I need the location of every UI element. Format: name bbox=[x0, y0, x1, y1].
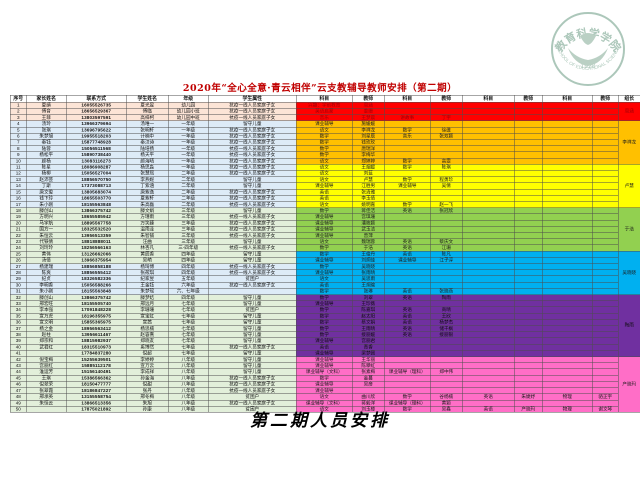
cell: 骆正宇 bbox=[592, 393, 619, 401]
table-row: 44 淮运芳 15156140491 李成祥 八年级 留守儿童 课业辅导（文科） 张素梅 课业辅… bbox=[10, 368, 640, 376]
seal-hands-emblem bbox=[568, 33, 608, 66]
column-header: 教师 bbox=[430, 95, 463, 103]
cell bbox=[592, 170, 619, 177]
table-row: 9 杨松平 15890738440 杨天平 一年级 抗疫一线人员家庭子女 数学 李梅华 bbox=[10, 151, 640, 159]
cell bbox=[592, 244, 619, 252]
cell bbox=[592, 182, 619, 190]
group-leader-cell: 陶雨 bbox=[618, 294, 640, 357]
cell bbox=[592, 133, 619, 140]
column-header: 科目 bbox=[384, 95, 431, 103]
cell bbox=[592, 232, 619, 239]
group-leader-cell: 产晓玛 bbox=[618, 356, 640, 413]
school-seal-logo: 教育科学学院 SCHOOL OF EDUCATIONAL SCIENCE 192… bbox=[551, 12, 625, 86]
table-row: 10 颜杨 13083116273 颜海晴 一年级 抗疫一线人员家庭子女 语文 郑婷婷 数学 高雯 bbox=[10, 157, 640, 165]
cell bbox=[592, 213, 619, 221]
table-row: 19 方明兴 18655585942 方瑾雨 三年级 抗疫一线人员家庭子女 课业辅导 宫琪珊 bbox=[10, 213, 640, 221]
column-header: 教师 bbox=[352, 95, 385, 103]
group-leader-cell: 于浩 bbox=[618, 207, 640, 252]
cell: 课业辅导（理科） bbox=[384, 368, 431, 376]
table-row: 5 张琪 13696795622 张明轩 一年级 抗疫一线人员家庭子女 语文 李祥龙 数学 徐维 bbox=[10, 126, 640, 134]
cell bbox=[592, 151, 619, 159]
table-row: 27 杨建瑞 18856858188 杨琦博 四年级 抗疫一线人员家庭子女 数学 吴晓晓 bbox=[10, 263, 640, 270]
column-header: 科目 bbox=[542, 95, 593, 103]
table-row: 17 朱小刚 18155563848 朱高磊 二年级 抗疫一线人员家庭子女 语文 姚明嘉 数学赵… bbox=[10, 201, 640, 208]
schedule-table: 序号 家长姓名 联系方式 学生姓名 年级 学生属性 科目 教师 科目 教师 科目 教师 科目 教师 组长 1… bbox=[10, 95, 640, 413]
cell bbox=[592, 188, 619, 196]
table-row: 30 李明香 15056588266 王金钰 六年级 抗疫一线人员家庭子女 英语 王烔瑜 bbox=[10, 281, 640, 289]
column-header: 教师 bbox=[592, 95, 619, 103]
cell bbox=[592, 139, 619, 146]
column-header: 年级 bbox=[168, 95, 209, 103]
column-header: 学生姓名 bbox=[126, 95, 169, 103]
group-leader-cell: 周涵 bbox=[618, 101, 640, 122]
group-leader-cell: 吴晓晓 bbox=[618, 250, 640, 295]
group-leader-cell: 卢慧 bbox=[618, 164, 640, 208]
table-row: 12 杨柳 15056527004 张慧熙 二年级 抗疫一线人员家庭子女 语文 刘蓝 bbox=[10, 170, 640, 177]
table-row: 25 黄伟 13126662066 黄辰香 四年级 留守儿童 数学 王俊丹 英语 陈凡 吴晓晓 bbox=[10, 250, 640, 295]
cell bbox=[592, 238, 619, 246]
table-row: 15 唐文俊 13805683074 唐紫逸 二年级 抗疫一线人员家庭子女 英语 张清雅 bbox=[10, 188, 640, 196]
column-header: 教师 bbox=[514, 95, 543, 103]
column-header: 序号 bbox=[10, 95, 27, 103]
table-row: 38 赵柱 13956611467 赵容熹 七年级 留守儿童 数学 接丽媛 英语 接丽银 bbox=[10, 331, 640, 339]
table-body: 1 夏缜 16055526735 夏光昱 幼儿园 抗疫一线人员家庭子女 兴趣：学前教育 周涵周… bbox=[10, 101, 640, 413]
table-row: 22 朱恒云 13956513359 朱智铺 三年级 抗疫一线人员家庭子女 课业辅导 曾萍 bbox=[10, 232, 640, 239]
cell bbox=[592, 126, 619, 134]
table-row: 14 丁斯 17373088713 丁紫涵 二年级 留守儿童 课业辅导 江胜男 课业辅导 吴倩 bbox=[10, 182, 640, 190]
column-header: 组长 bbox=[618, 95, 640, 103]
column-header: 联系方式 bbox=[66, 95, 127, 103]
cell: 谢文琴 bbox=[592, 405, 619, 413]
table-row: 33 邢宏旺 18155505740 邢远月 七年级 留守儿童 课业辅导 王珍薇 bbox=[10, 300, 640, 308]
table-row: 7 秦钰 15877748928 秦汉诗 一年级 抗疫一线人员家庭子女 数学 钱玫玫 bbox=[10, 139, 640, 146]
table-row: 6 朱梦旭 19955518203 计楠中 一年级 抗疫一线人员家庭子女 数学 刘星辰 音乐 张双… bbox=[10, 133, 640, 140]
cell bbox=[592, 201, 619, 208]
table-row: 24 刘玲玲 18256566163 林杏凡 三-四年级 抗疫一线人员家庭子女 数学 于浩 英语… bbox=[10, 244, 640, 252]
table-row: 50 17875021892 孙康 八年级 贫困户 语文 刘玉楼 数学 吴鑫 英语 产晓玛 物理 谢文琴 bbox=[10, 405, 640, 413]
table-row: 1 夏缜 16055526735 夏光昱 幼儿园 抗疫一线人员家庭子女 兴趣：学前教育 周涵周… bbox=[10, 101, 640, 122]
table-header-row: 序号 家长姓名 联系方式 学生姓名 年级 学生属性 科目 教师 科目 教师 科目 教师 科目 教师 组长 bbox=[10, 95, 640, 103]
table-row: 43 宫丽红 15885112178 宣万云 八年级 留守儿童 课业辅导 陈攀虹 bbox=[10, 362, 640, 370]
table-row: 4 汤玲 13966379694 汤唯一 一年级 留守儿童 课业辅导 施媛媛 李祥龙 bbox=[10, 120, 640, 165]
table-row: 41 17784837280 倪超 七年级 留守儿童 课业辅导 梁梦圆 bbox=[10, 350, 640, 357]
table-row: 23 代铁倩 18818888011 汪曲 三年级 留守儿童 语文 魏瑞蓉 英语 蔡庆文 bbox=[10, 238, 640, 246]
table-row: 2 傅音 18656529367 傅临 幼儿园小班 抗疫一线人员家庭子女 英语启蒙 姜姗 bbox=[10, 108, 640, 115]
table-row: 21 国方一 18325532520 温雨泽 三年级 抗疫一线人员家庭子女 课业辅导 武玉洁 bbox=[10, 226, 640, 233]
group-leader-cell: 李祥龙 bbox=[618, 120, 640, 165]
table-row: 20 马宇航 18895567758 万笑臻 三年级 抗疫一线人员家庭子女 课业辅导 潘筱颖 bbox=[10, 219, 640, 227]
cell bbox=[592, 195, 619, 202]
table-row: 45 王琪 15386566362 孙金海 八年级 抗疫一线人员家庭子女 数学 金蔓 bbox=[10, 374, 640, 382]
table-row: 28 陈爽 18856555412 张莜琪 四年级 抗疫一线人员家庭子女 课业辅导 张雨晴 bbox=[10, 269, 640, 277]
seal-year: 1928 bbox=[581, 63, 596, 70]
table-row: 39 郑宗和 18815982937 郑晓友 七年级 留守儿童 课业辅导 宫丽君 bbox=[10, 337, 640, 345]
table-row: 32 滕创山 13866375742 滕梦姞 四年级 留守儿童 数学 刘翠 英语 陶雨 陶雨 bbox=[10, 294, 640, 357]
table-row: 8 陆蓉 15056511568 陆培扬 一年级 抗疫一线人员家庭子女 数学 唐瑞洋 bbox=[10, 145, 640, 153]
column-header: 学生属性 bbox=[208, 95, 297, 103]
cell bbox=[592, 219, 619, 227]
table-row: 35 宣万虎 18196355975 宣宝虹 七年级 留守儿童 数学 赵太阳 英语 王欣 bbox=[10, 312, 640, 320]
page-title: 2020年“全心全意·青云相伴”云支教辅导教师安排（第二期） bbox=[182, 83, 458, 94]
table-row: 40 武君红 18315510973 奚博然 七年级 抗疫一线人员家庭子女 英语 青香 bbox=[10, 343, 640, 351]
table-row: 47 张翠霞 18186847227 张丹 八年级 抗疫一线人员家庭子女 课业辅导 bbox=[10, 387, 640, 395]
table-row: 16 钱下玲 18655503770 夏紫轩 二年级 抗疫一线人员家庭子女 英语 李玉倩 bbox=[10, 195, 640, 202]
table-container: 序号 家长姓名 联系方式 学生姓名 年级 学生属性 科目 教师 科目 教师 科目 教师 科目 教师 组长 1… bbox=[10, 95, 640, 413]
table-row: 13 赵沛芸 18856570750 李燕妮 二年级 留守儿童 语文 卢慧 数学 程勇珍 bbox=[10, 176, 640, 184]
table-row: 26 汤倩 13966375954 吴萌 四年级 留守儿童 课业辅导 刘炯佳 课业辅导 江子淳 bbox=[10, 257, 640, 264]
table-row: 46 倪翠荣 18150477777 倪甜 八年级 抗疫一线人员家庭子女 课业辅导 吴彦 bbox=[10, 381, 640, 388]
cell bbox=[592, 145, 619, 153]
table-row: 29 纪贞 18326582336 纪家昱 五年级 贫困户 语文 吴思雨 bbox=[10, 275, 640, 283]
table-row: 18 滕创山 13866375742 滕文娟 三年级 留守儿童 数学 蒋佳洁 英语 张冠欣 于浩 bbox=[10, 207, 640, 252]
cell bbox=[592, 176, 619, 184]
column-header: 科目 bbox=[296, 95, 353, 103]
column-header: 科目 bbox=[462, 95, 515, 103]
table-row: 48 邢承英 13155558754 邢冬梅 八年级 贫困户 语文 曲川欣 数学 谷杨楠 英语 朱婕妤… bbox=[10, 393, 640, 401]
cell bbox=[592, 157, 619, 165]
footer-caption: 第二期人员安排 bbox=[250, 411, 390, 431]
table-row: 42 倪宝梅 15255639501 李婷婷 八年级 留守儿童 课业辅导 王华丽 产晓玛 bbox=[10, 356, 640, 413]
cell bbox=[592, 226, 619, 233]
table-row: 11 陈星 18086908287 杨思淼 一年级 抗疫一线人员家庭子女 语文 王烟媛 数学 陈琪… bbox=[10, 164, 640, 208]
column-header: 家长姓名 bbox=[26, 95, 67, 103]
